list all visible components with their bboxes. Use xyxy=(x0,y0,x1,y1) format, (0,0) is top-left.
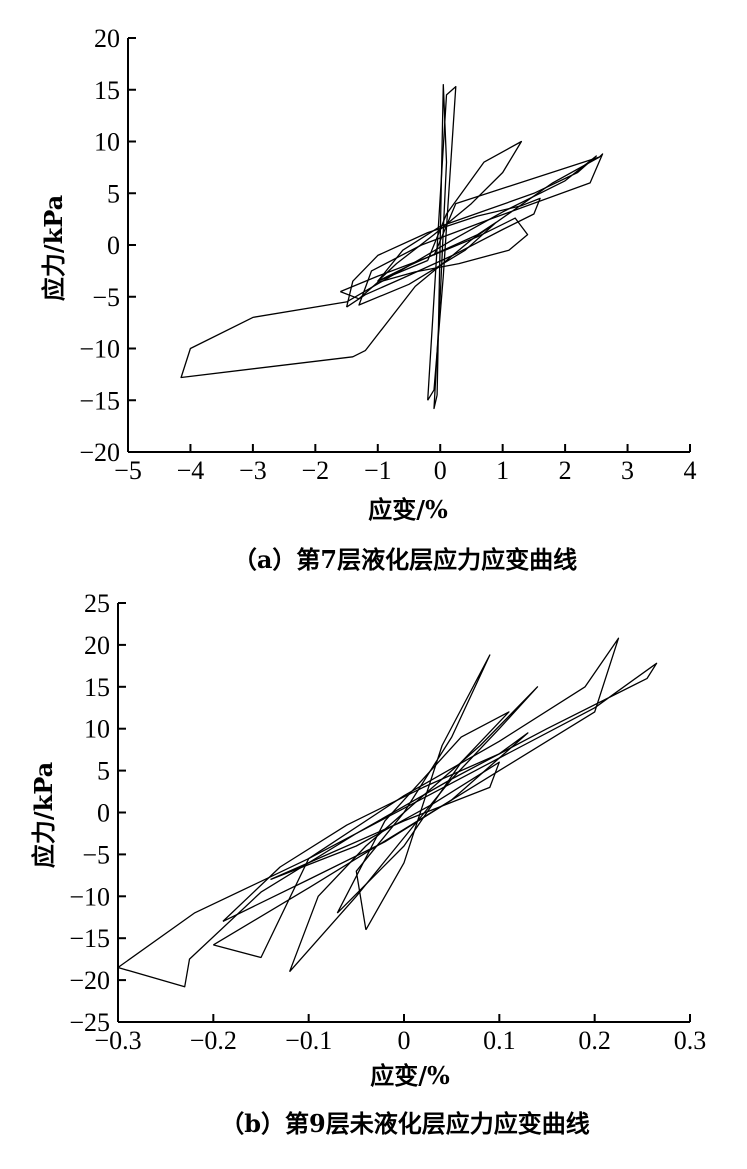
chart-b-xlabel: 应变/% xyxy=(370,1061,450,1090)
chart-a-plot xyxy=(180,83,604,410)
chart-a-caption: （a）第7层液化层应力应变曲线 xyxy=(233,545,577,574)
chart-a-xlabel: 应变/% xyxy=(368,495,448,524)
chart-a-series-0 xyxy=(180,153,604,379)
chart-a-xtick-label: −3 xyxy=(239,456,267,485)
chart-b-series-4 xyxy=(270,761,500,881)
chart-a-axes xyxy=(127,38,690,453)
chart-b-ytick-label: −10 xyxy=(69,882,110,911)
chart-a-series-3 xyxy=(377,140,523,282)
chart-a-ytick-label: 20 xyxy=(94,24,120,53)
chart-b-xtick-label: 0.3 xyxy=(674,1026,707,1055)
chart-b-ytick-label: 0 xyxy=(97,799,110,828)
chart-b-ytick-label: 10 xyxy=(84,715,110,744)
chart-b-ytick-label: 15 xyxy=(84,673,110,702)
chart-a-xtick-label: 4 xyxy=(684,456,697,485)
chart-b-plot xyxy=(117,637,658,988)
chart-b-series-6 xyxy=(355,654,491,931)
chart-b-caption: （b）第9层未液化层应力应变曲线 xyxy=(220,1109,589,1138)
chart-a-xtick-label: 3 xyxy=(621,456,634,485)
chart-a-ytick-label: 0 xyxy=(107,231,120,260)
chart-a-xtick-label: 0 xyxy=(434,456,447,485)
chart-a-ytick-label: −15 xyxy=(79,386,120,415)
chart-b-series-2 xyxy=(288,686,539,973)
chart-b-ytick-label: −25 xyxy=(69,1008,110,1037)
chart-a-series-1 xyxy=(345,197,541,308)
chart-b-ticks: −25 −20 −15 −10 −5 0 5 10 15 20 25 −0.3 −0.2 −0.1 0 0.1… xyxy=(69,589,706,1055)
chart-b-series-5 xyxy=(336,711,510,914)
chart-a-xtick-label: −2 xyxy=(301,456,329,485)
chart-b-series-1 xyxy=(212,637,620,959)
chart-b-ytick-label: −5 xyxy=(82,840,110,869)
chart-b-xtick-label: −0.3 xyxy=(94,1026,141,1055)
chart-a-ylabel: 应力/kPa xyxy=(39,195,68,301)
chart-b-xtick-label: 0.1 xyxy=(483,1026,516,1055)
chart-a-xtick-label: 2 xyxy=(559,456,572,485)
chart-b-xtick-label: 0.2 xyxy=(578,1026,611,1055)
chart-a-xtick-label: −4 xyxy=(177,456,205,485)
chart-a-ytick-label: 5 xyxy=(107,179,120,208)
chart-b-ylabel: 应力/kPa xyxy=(29,762,58,868)
chart-a-series-5 xyxy=(433,83,448,410)
chart-b-xtick-label: −0.2 xyxy=(190,1026,237,1055)
chart-a-xtick-label: −1 xyxy=(364,456,392,485)
chart-a-series-4 xyxy=(377,155,597,282)
chart-a-xtick-label: 1 xyxy=(496,456,509,485)
chart-b-ytick-label: 20 xyxy=(84,631,110,660)
chart-a-series-2 xyxy=(340,217,529,300)
chart-b-xtick-label: 0 xyxy=(398,1026,411,1055)
chart-b-xtick-label: −0.1 xyxy=(285,1026,332,1055)
chart-b-ytick-label: 25 xyxy=(84,589,110,618)
chart-a-ytick-label: 15 xyxy=(94,76,120,105)
chart-b-ytick-label: −15 xyxy=(69,924,110,953)
chart-b: −25 −20 −15 −10 −5 0 5 10 15 20 25 −0.3 −0.2 −0.1 0 0.1… xyxy=(29,589,706,1138)
chart-b-series-0 xyxy=(117,662,658,988)
chart-b-ytick-label: −20 xyxy=(69,966,110,995)
chart-a-ytick-label: −20 xyxy=(79,438,120,467)
chart-b-ytick-label: 5 xyxy=(97,757,110,786)
chart-a-ytick-label: −5 xyxy=(92,283,120,312)
chart-a-ytick-label: −10 xyxy=(79,335,120,364)
chart-a-ytick-label: 10 xyxy=(94,128,120,157)
chart-a-series-6 xyxy=(427,85,457,401)
chart-b-series-3 xyxy=(222,732,529,922)
chart-a-xtick-label: −5 xyxy=(114,456,142,485)
